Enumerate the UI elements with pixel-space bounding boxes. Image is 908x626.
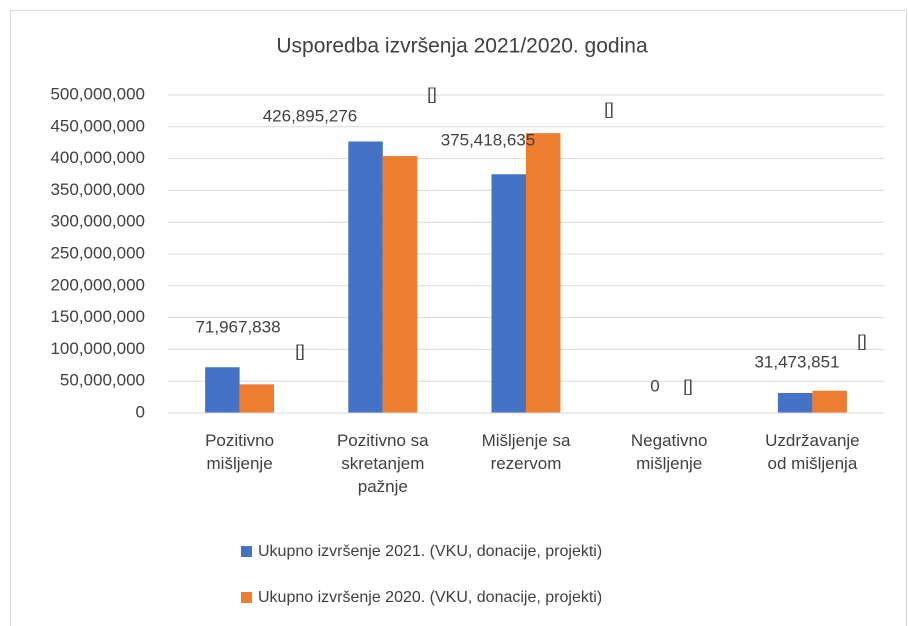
data-label: [] xyxy=(683,376,692,395)
x-tick-label: Negativno mišljenje xyxy=(631,431,708,473)
bar xyxy=(348,141,383,413)
bar xyxy=(491,174,526,413)
bar xyxy=(239,384,275,413)
chart-border xyxy=(10,10,907,626)
data-label: [] xyxy=(604,99,613,118)
y-tick-label: 450,000,000 xyxy=(50,116,145,135)
data-label: 375,418,635 xyxy=(441,130,536,149)
y-tick-label: 50,000,000 xyxy=(60,371,145,390)
data-label: 31,473,851 xyxy=(754,352,839,371)
legend-label: Ukupno izvršenje 2020. (VKU, donacije, p… xyxy=(258,589,602,606)
data-label: 426,895,276 xyxy=(263,106,358,125)
legend-swatch xyxy=(241,546,252,557)
chart-title: Usporedba izvršenja 2021/2020. godina xyxy=(276,35,648,58)
y-tick-label: 400,000,000 xyxy=(50,148,145,167)
bar xyxy=(812,390,847,413)
y-tick-label: 350,000,000 xyxy=(50,180,145,199)
y-tick-label: 100,000,000 xyxy=(50,339,145,358)
legend-swatch xyxy=(241,592,252,603)
data-label: [] xyxy=(427,84,436,103)
y-tick-label: 150,000,000 xyxy=(50,307,145,326)
bar xyxy=(777,392,813,413)
bar xyxy=(205,367,240,413)
data-label: 71,967,838 xyxy=(195,317,280,336)
x-tick-label: Uzdržavanje od mišljenja xyxy=(765,431,860,473)
x-tick-label: Pozitivno mišljenje xyxy=(205,431,274,473)
bar xyxy=(382,156,418,413)
legend-label: Ukupno izvršenje 2021. (VKU, donacije, p… xyxy=(258,543,602,560)
data-label: [] xyxy=(295,341,304,360)
bar xyxy=(526,133,561,413)
y-tick-label: 300,000,000 xyxy=(50,212,145,231)
data-label: [] xyxy=(857,331,866,350)
y-tick-label: 500,000,000 xyxy=(50,84,145,103)
y-tick-label: 0 xyxy=(136,402,145,421)
data-label: 0 xyxy=(650,376,659,395)
x-tick-label: Pozitivno sa skretanjem pažnje xyxy=(337,431,429,496)
y-tick-label: 250,000,000 xyxy=(50,243,145,262)
y-tick-label: 200,000,000 xyxy=(50,275,145,294)
x-tick-label: Mišljenje sa rezervom xyxy=(482,431,571,473)
